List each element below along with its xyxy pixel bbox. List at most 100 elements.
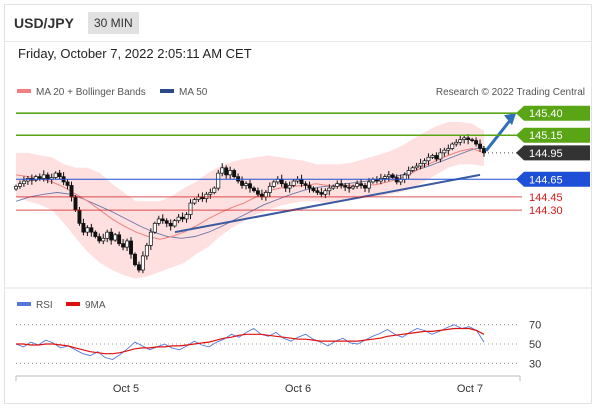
rsi-tick-label: 70 [529, 320, 541, 332]
candle-up [33, 176, 38, 181]
candle-down [343, 185, 348, 188]
candle-down [434, 155, 439, 160]
x-tick-label: Oct 7 [457, 383, 483, 395]
candle-up [327, 187, 332, 192]
candle-up [140, 255, 145, 271]
candle-down [180, 216, 185, 220]
candle-down [279, 178, 284, 185]
candle-down [474, 140, 479, 145]
candle-up [21, 180, 26, 185]
candle-down [81, 222, 86, 233]
x-tick-label: Oct 6 [285, 383, 311, 395]
candle-up [105, 231, 110, 239]
rsi-ma-legend-swatch [66, 302, 80, 306]
candle-up [152, 222, 157, 233]
candle-down [359, 183, 364, 186]
rsi-legend: RSI 9MA [17, 300, 106, 311]
candle-down [466, 137, 471, 140]
candle-up [438, 152, 443, 160]
ma20-legend-swatch [17, 89, 31, 93]
ma20-legend-label: MA 20 + Bollinger Bands [36, 87, 146, 98]
rsi-tick-label: 30 [529, 358, 541, 370]
candle-up [192, 199, 197, 204]
candle-down [168, 222, 173, 227]
candle-down [363, 185, 367, 189]
candle-up [53, 172, 58, 178]
candle-up [287, 185, 292, 189]
ma50-legend-label: MA 50 [179, 87, 208, 98]
candle-up [335, 183, 340, 187]
candle-up [144, 245, 149, 257]
level-label: 145.15 [529, 130, 563, 142]
candle-up [228, 170, 233, 176]
candle-down [347, 186, 352, 189]
candle-down [299, 178, 304, 185]
candle-down [339, 183, 344, 186]
level-label: 144.95 [529, 148, 563, 160]
candle-up [271, 181, 276, 187]
current-level-tag [516, 145, 590, 161]
candle-up [176, 216, 181, 222]
candle-down [303, 183, 308, 186]
rsi-tick-label: 50 [529, 339, 541, 351]
candle-up [184, 214, 189, 220]
timeframe-badge[interactable]: 30 MIN [88, 12, 139, 34]
rsi-ma-line [16, 327, 485, 355]
candle-up [244, 183, 248, 186]
candle-down [232, 170, 237, 177]
level-label: 145.40 [529, 108, 563, 120]
candle-down [129, 240, 133, 255]
level-label: 144.65 [529, 174, 563, 186]
candle-up [382, 176, 387, 179]
candle-up [172, 220, 177, 227]
candle-up [156, 218, 161, 224]
candle-down [89, 227, 94, 233]
candle-down [315, 190, 320, 193]
candle-down [482, 148, 486, 154]
candle-down [57, 172, 62, 177]
candle-down [470, 139, 475, 141]
candle-down [117, 234, 122, 244]
candle-down [319, 192, 324, 195]
candle-up [426, 156, 431, 162]
symbol-title: USD/JPY [14, 15, 74, 31]
candle-up [402, 174, 407, 180]
rsi-plot: 70 50 30 [15, 320, 541, 370]
candle-down [390, 174, 395, 178]
candle-up [414, 165, 419, 169]
candle-up [410, 167, 415, 171]
header: USD/JPY 30 MIN [4, 4, 592, 42]
candle-up [406, 170, 411, 176]
rsi-ma-legend-label: 9MA [85, 300, 106, 311]
candle-up [446, 148, 451, 151]
target-arrow-head [504, 113, 516, 126]
main-legend: MA 20 + Bollinger Bands MA 50 Research ©… [17, 87, 585, 98]
candle-up [454, 141, 459, 145]
candle-down [45, 174, 50, 180]
candle-down [37, 176, 42, 179]
candle-up [462, 137, 467, 140]
research-credit: Research © 2022 Trading Central [436, 87, 585, 98]
candle-down [133, 253, 137, 266]
resistance-level-tag [516, 127, 590, 143]
candle-down [311, 187, 316, 192]
candle-up [442, 149, 447, 154]
candle-down [93, 231, 98, 237]
candle-up [267, 185, 272, 193]
candle-down [224, 167, 229, 176]
candle-down [69, 185, 74, 198]
candle-down [252, 187, 256, 192]
candle-up [188, 202, 193, 215]
candle-up [323, 190, 328, 195]
candle-down [255, 190, 260, 195]
candle-up [18, 183, 22, 187]
level-label: 144.30 [529, 205, 563, 217]
candle-up [14, 185, 18, 190]
candle-up [450, 143, 455, 149]
candle-up [386, 174, 391, 177]
pivot-level-tag [516, 171, 590, 187]
candle-up [101, 237, 106, 242]
candle-down [248, 183, 252, 189]
candle-down [240, 180, 245, 186]
